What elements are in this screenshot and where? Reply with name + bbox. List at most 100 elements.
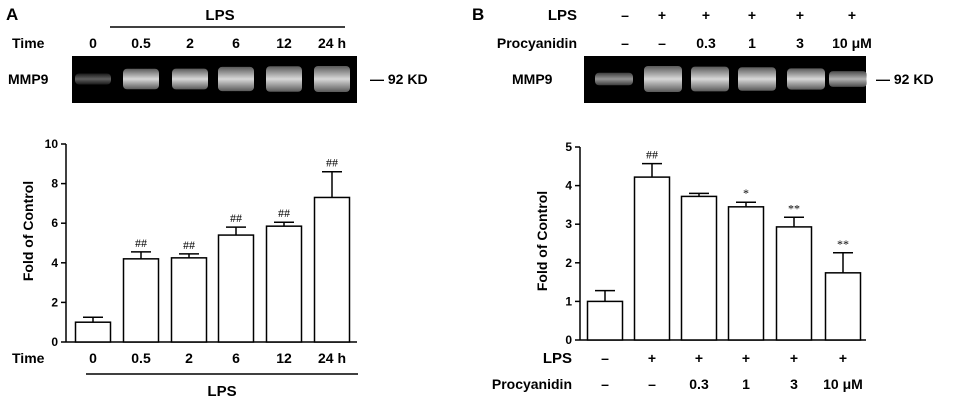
a-bar: [74, 321, 112, 343]
a-significance-label: ##: [135, 236, 147, 250]
b-significance-label: **: [837, 237, 849, 251]
panel-b-y-axis-label: Fold of Control: [534, 191, 550, 291]
a-blot-time-value: 24 h: [318, 35, 346, 51]
a-bar: [313, 196, 351, 343]
a-y-tick-label: 8: [51, 177, 58, 191]
panel-a-blot: A LPS Time 0 0.5 2 6 12 24 h MMP9 — 92 KD: [6, 5, 428, 103]
a-blot-time-value: 12: [276, 35, 292, 51]
panel-a-bars: [74, 196, 351, 343]
b-blot-procyanidin-value: 10 μM: [832, 35, 872, 51]
b-y-tick-label: 2: [565, 256, 572, 270]
a-blot-time-value: 6: [232, 35, 240, 51]
a-blot-time-value: 0: [89, 35, 97, 51]
a-y-tick-label: 2: [51, 295, 58, 309]
a-significance-label: ##: [183, 238, 195, 252]
b-y-tick-label: 4: [565, 179, 572, 193]
b-x-row2-value: 3: [790, 376, 798, 392]
gel-band: [75, 73, 111, 85]
panel-b-letter: B: [472, 5, 484, 24]
gel-band: [266, 66, 302, 92]
b-bar: [824, 272, 862, 341]
gel-band: [595, 72, 633, 86]
gel-band: [738, 67, 776, 91]
b-blot-procyanidin-value: 3: [796, 35, 804, 51]
panel-a-size-marker: — 92 KD: [370, 71, 428, 87]
panel-b-blot-row1-values: – + + + + +: [621, 7, 856, 23]
panel-b-y-ticks: 0 1 2 3 4 5: [565, 140, 580, 347]
panel-b-x-row2-values: – – 0.3 1 3 10 μM: [601, 376, 863, 392]
panel-a-annotations: ## ## ## ## ##: [135, 156, 338, 252]
b-significance-label: **: [788, 201, 800, 215]
panel-a-error-bars: [83, 170, 342, 323]
panel-b-x-row2-label: Procyanidin: [492, 376, 572, 392]
a-bar: [217, 234, 255, 343]
b-bar: [586, 300, 624, 341]
b-x-row2-value: –: [601, 376, 609, 392]
a-blot-time-value: 0.5: [131, 35, 151, 51]
b-bar: [680, 195, 718, 341]
a-y-tick-label: 0: [51, 335, 58, 349]
b-bar: [633, 176, 671, 341]
panel-b-size-marker: — 92 KD: [876, 71, 934, 87]
b-bar: [727, 206, 765, 341]
gel-band: [218, 66, 254, 92]
panel-a-blot-treatment-label: LPS: [205, 7, 234, 24]
b-x-row2-value: 0.3: [689, 376, 709, 392]
b-y-tick-label: 5: [565, 140, 572, 154]
b-blot-lps-value: +: [796, 7, 804, 23]
a-x-tick-label: 12: [276, 350, 292, 366]
b-y-tick-label: 0: [565, 333, 572, 347]
b-blot-procyanidin-value: 1: [748, 35, 756, 51]
b-x-row1-value: +: [695, 350, 703, 366]
b-y-tick-label: 1: [565, 294, 572, 308]
b-bar: [775, 226, 813, 341]
a-x-tick-label: 6: [232, 350, 240, 366]
a-x-tick-label: 0: [89, 350, 97, 366]
panel-a-y-axis-label: Fold of Control: [20, 181, 36, 281]
panel-a-gel: [72, 56, 357, 103]
panel-a-x-group-label: LPS: [207, 383, 236, 400]
a-bar: [170, 257, 208, 343]
panel-a-blot-row-values: 0 0.5 2 6 12 24 h: [89, 35, 346, 51]
b-x-row1-value: +: [648, 350, 656, 366]
b-blot-procyanidin-value: –: [621, 35, 629, 51]
gel-band: [123, 68, 159, 90]
b-significance-label: ##: [646, 148, 658, 162]
a-y-tick-label: 10: [45, 137, 59, 151]
b-x-row2-value: 1: [742, 376, 750, 392]
b-blot-lps-value: +: [748, 7, 756, 23]
panel-a-y-ticks: 0 2 4 6 8 10: [45, 137, 66, 349]
gel-band: [691, 66, 729, 92]
a-x-tick-label: 24 h: [318, 350, 346, 366]
gel-band: [314, 66, 350, 92]
b-blot-procyanidin-value: –: [658, 35, 666, 51]
b-blot-lps-value: +: [658, 7, 666, 23]
a-significance-label: ##: [278, 206, 290, 220]
panel-b-x-row1-label: LPS: [543, 350, 572, 367]
panel-a-gel-bands: [75, 66, 350, 92]
b-blot-lps-value: +: [848, 7, 856, 23]
b-x-row2-value: –: [648, 376, 656, 392]
a-y-tick-label: 4: [51, 256, 58, 270]
a-x-tick-label: 2: [185, 350, 193, 366]
a-blot-time-value: 2: [186, 35, 194, 51]
gel-band: [787, 68, 825, 90]
panel-b-blot: B LPS – + + + + + Procyanidin – – 0.3 1 3 10 μM MM…: [472, 5, 934, 103]
panel-a-x-row-label: Time: [12, 350, 45, 366]
a-x-tick-label: 0.5: [131, 350, 151, 366]
panel-b-gel-bands: [595, 66, 867, 92]
panel-b-x-row1-values: – + + + + +: [601, 350, 847, 366]
a-significance-label: ##: [326, 156, 338, 170]
b-significance-label: *: [743, 186, 749, 200]
b-blot-lps-value: +: [702, 7, 710, 23]
a-bar: [122, 258, 160, 343]
b-y-tick-label: 3: [565, 217, 572, 231]
panel-b-protein-label: MMP9: [512, 71, 553, 87]
b-blot-lps-value: –: [621, 7, 629, 23]
a-significance-label: ##: [230, 211, 242, 225]
panel-a-protein-label: MMP9: [8, 71, 49, 87]
b-x-row1-value: –: [601, 350, 609, 366]
